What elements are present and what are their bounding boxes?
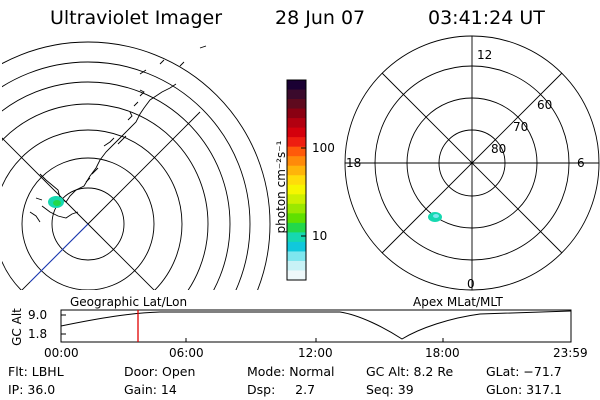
x-tick-1800: 18:00 — [425, 346, 460, 360]
colorbar-segment — [287, 80, 306, 91]
x-tick-2359: 23:59 — [553, 346, 588, 360]
y-tick-9: 9.0 — [28, 308, 48, 322]
mlt-label-18: 18 — [346, 156, 362, 170]
colorbar-segment — [287, 213, 306, 224]
mlt-label-12: 12 — [477, 48, 493, 62]
colorbar-segment — [287, 184, 306, 195]
colorbar-tick-10: 10 — [312, 229, 328, 243]
gain-info: Gain: 14 — [124, 382, 177, 397]
date-label: 28 Jun 07 — [275, 7, 366, 29]
gc-alt-info: GC Alt: 8.2 Re — [366, 364, 454, 379]
instrument-title: Ultraviolet Imager — [50, 7, 223, 29]
coastline-south — [29, 197, 79, 223]
colorbar-segment — [287, 251, 306, 262]
colorbar-unit-label: photon cm⁻²s⁻¹ — [274, 140, 288, 234]
colorbar-segment — [287, 89, 306, 100]
polar-plot — [344, 35, 600, 291]
mode-info: Mode: Normal — [247, 364, 335, 379]
colorbar-segment — [287, 118, 306, 129]
colorbar-segment — [287, 232, 306, 243]
colorbar-segment — [287, 146, 306, 157]
x-tick-1200: 12:00 — [298, 346, 333, 360]
colorbar-segment — [287, 175, 306, 186]
colorbar-segment — [287, 222, 306, 233]
colorbar-segment — [287, 156, 306, 167]
colorbar-segment — [287, 108, 306, 119]
colorbar-segment — [287, 165, 306, 176]
coastline-islands — [85, 89, 145, 183]
color-bar — [287, 80, 306, 281]
colorbar-segment — [287, 241, 306, 253]
colorbar-segment — [287, 99, 306, 110]
y-tick-1-8: 1.8 — [28, 327, 48, 341]
colorbar-segment — [287, 270, 306, 281]
colorbar-tick-100: 100 — [312, 141, 335, 155]
coastline-islands-north — [139, 45, 207, 75]
x-tick-0600: 06:00 — [169, 346, 204, 360]
glon-info: GLon: 317.1 — [486, 382, 562, 397]
colorbar-segment — [287, 127, 306, 138]
altitude-curve — [61, 310, 571, 340]
gc-alt-axis-title: GC Alt — [10, 308, 24, 346]
seq-info: Seq: 39 — [366, 382, 414, 397]
dsp-info: Dsp: 2.7 — [247, 382, 316, 397]
mlt-label-0: 0 — [467, 277, 475, 291]
ip-info: IP: 36.0 — [8, 382, 56, 397]
time-label: 03:41:24 UT — [428, 7, 545, 29]
lat-label-60: 60 — [537, 98, 553, 112]
colorbar-segment — [287, 203, 306, 214]
mlt-label-6: 6 — [577, 156, 585, 170]
colorbar-segment — [287, 260, 306, 272]
geographic-label: Geographic Lat/Lon — [70, 295, 188, 309]
x-tick-0000: 00:00 — [44, 346, 79, 360]
altitude-panel — [60, 309, 572, 343]
apex-label: Apex MLat/MLT — [413, 295, 503, 309]
lat-label-70: 70 — [513, 120, 529, 134]
filter-info: Flt: LBHL — [8, 364, 64, 379]
geographic-map — [2, 41, 271, 290]
colorbar-segment — [287, 137, 306, 148]
door-info: Door: Open — [124, 364, 196, 379]
colorbar-segment — [287, 194, 306, 205]
lat-label-80: 80 — [491, 142, 507, 156]
glat-info: GLat: −71.7 — [486, 364, 562, 379]
satellite-track — [29, 223, 89, 283]
